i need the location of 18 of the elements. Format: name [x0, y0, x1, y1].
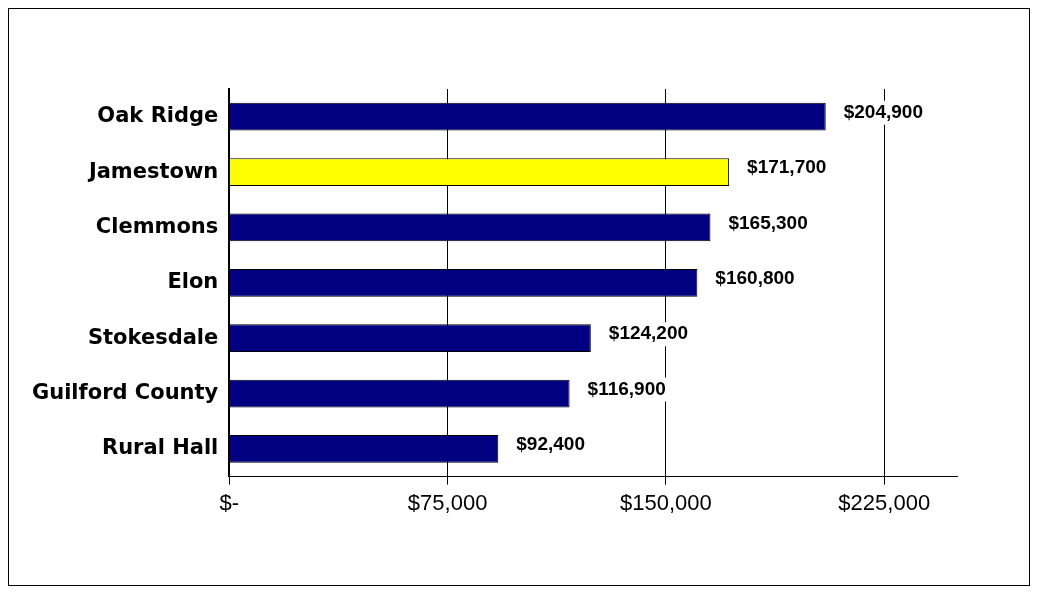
data-label: $124,200: [608, 322, 689, 344]
data-label: $116,900: [587, 377, 666, 399]
y-tick-label: Clemmons: [95, 213, 219, 238]
y-tick-label: Stokesdale: [87, 324, 219, 349]
data-label: $92,400: [516, 433, 585, 455]
data-label: $160,800: [715, 267, 795, 289]
x-tick-label: $225,000: [838, 489, 931, 515]
data-label: $165,300: [728, 211, 808, 233]
data-label: $171,700: [747, 156, 827, 178]
y-tick-label: Rural Hall: [102, 435, 219, 460]
data-label: $204,900: [843, 100, 923, 122]
x-tick-label: $75,000: [407, 489, 488, 515]
x-tick-label: $-: [219, 489, 240, 515]
x-tick-label: $150,000: [620, 489, 712, 515]
y-tick-label: Jamestown: [86, 158, 219, 183]
y-tick-label: Oak Ridge: [97, 103, 219, 128]
y-tick-label: Elon: [167, 269, 219, 294]
y-tick-label: Guilford County: [31, 380, 219, 404]
